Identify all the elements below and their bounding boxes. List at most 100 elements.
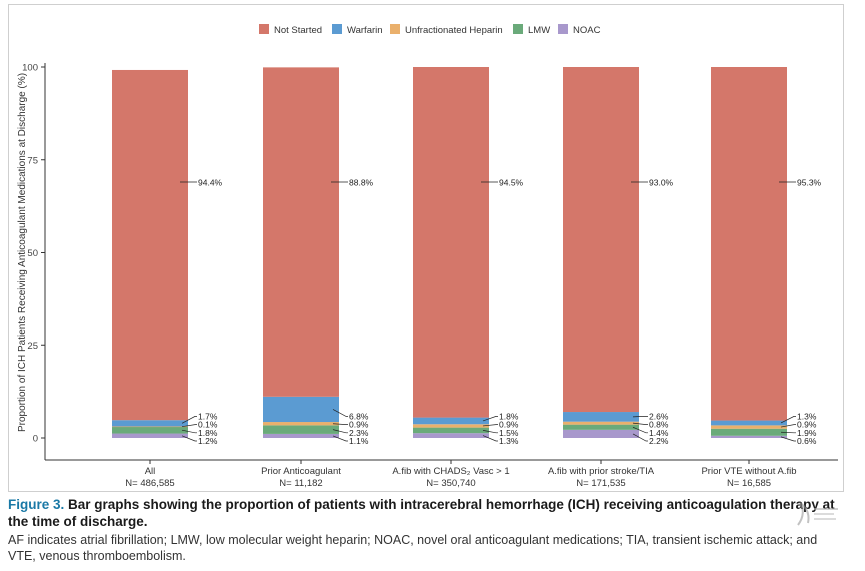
data-label: 1.4%	[649, 428, 669, 438]
data-label-leader	[332, 409, 348, 417]
bar-segment-unfractionated-heparin	[112, 426, 188, 428]
legend-swatch-not-started	[259, 24, 269, 34]
legend-label: LMW	[528, 25, 550, 36]
data-label: 2.3%	[349, 428, 369, 438]
data-label: 0.9%	[797, 420, 817, 430]
bar-segment-unfractionated-heparin	[711, 425, 787, 429]
y-tick-label: 100	[22, 63, 38, 74]
y-tick-label: 25	[27, 341, 38, 352]
bar-segment-lmw	[413, 427, 489, 434]
data-label-leader	[482, 430, 498, 434]
x-tick-n-label: N= 16,585	[727, 478, 771, 489]
bar-segment-noac	[563, 429, 639, 438]
data-label: 93.0%	[649, 178, 674, 188]
bar-segment-not-started	[563, 67, 639, 413]
bar-segment-noac	[263, 433, 339, 438]
data-label: 94.5%	[499, 178, 524, 188]
x-tick-label: A.fib with prior stroke/TIA	[548, 466, 655, 477]
data-label: 1.2%	[198, 436, 218, 446]
bar-segment-not-started	[413, 67, 489, 418]
data-label: 1.3%	[499, 436, 519, 446]
caption-figure-label: Figure 3.	[8, 497, 65, 512]
caption-title: Bar graphs showing the proportion of pat…	[8, 497, 835, 529]
data-label: 1.5%	[499, 428, 519, 438]
legend-label: Not Started	[274, 25, 322, 36]
bar-segment-warfarin	[112, 420, 188, 427]
x-tick-label: A.fib with CHADS₂ Vasc > 1	[392, 466, 509, 477]
bar-segment-noac	[112, 433, 188, 438]
data-label-leader	[181, 435, 197, 442]
data-label-leader	[332, 435, 348, 442]
data-label-leader	[780, 416, 796, 424]
data-label-leader	[332, 429, 348, 434]
y-tick-label: 75	[27, 155, 38, 166]
data-label-leader	[181, 416, 197, 424]
bar-segment-warfarin	[563, 412, 639, 422]
legend-swatch-noac	[558, 24, 568, 34]
data-label: 0.6%	[797, 436, 817, 446]
bar-segment-lmw	[112, 426, 188, 434]
legend-label: NOAC	[573, 25, 601, 36]
data-label-leader	[632, 422, 648, 425]
y-axis-label: Proportion of ICH Patients Receiving Ant…	[17, 73, 28, 432]
x-tick-label: All	[145, 466, 156, 477]
bar-segment-not-started	[711, 67, 787, 421]
data-label-leader	[181, 424, 197, 428]
legend-label: Unfractionated Heparin	[405, 25, 503, 36]
data-label-leader	[780, 424, 796, 428]
data-label-leader	[181, 429, 197, 434]
data-label: 0.9%	[499, 420, 519, 430]
caption-notes: AF indicates atrial fibrillation; LMW, l…	[8, 533, 818, 563]
x-tick-n-label: N= 350,740	[426, 478, 475, 489]
data-label-leader	[482, 416, 498, 422]
data-label: 88.8%	[349, 178, 374, 188]
data-label-leader	[482, 435, 498, 442]
bar-segment-not-started	[112, 69, 188, 421]
legend-swatch-warfarin	[332, 24, 342, 34]
x-tick-n-label: N= 11,182	[279, 478, 322, 489]
publisher-logo-watermark	[797, 502, 838, 526]
data-label: 2.6%	[649, 411, 669, 421]
bar-segment-noac	[711, 435, 787, 438]
data-label: 1.9%	[797, 428, 817, 438]
data-label: 95.3%	[797, 178, 822, 188]
bar-segment-noac	[413, 433, 489, 438]
data-label: 1.7%	[198, 411, 218, 421]
bar-segment-not-started	[263, 67, 339, 397]
data-label-leader	[332, 423, 348, 425]
legend-label: Warfarin	[347, 25, 383, 36]
bar-segment-lmw	[711, 428, 787, 436]
x-tick-label: Prior Anticoagulant	[261, 466, 341, 477]
data-label-leader	[632, 426, 648, 434]
legend-swatch-lmw	[513, 24, 523, 34]
bar-segment-warfarin	[263, 396, 339, 423]
bar-segment-lmw	[263, 425, 339, 434]
data-label: 94.4%	[198, 178, 223, 188]
data-label-leader	[482, 424, 498, 427]
figure-caption: Figure 3. Bar graphs showing the proport…	[8, 496, 848, 564]
y-tick-label: 50	[27, 248, 38, 259]
x-tick-n-label: N= 486,585	[125, 478, 174, 489]
data-label-leader	[780, 431, 796, 434]
bar-segment-warfarin	[711, 420, 787, 426]
bar-segment-warfarin	[413, 417, 489, 425]
bar-segment-unfractionated-heparin	[263, 422, 339, 426]
data-label-leader	[780, 436, 796, 442]
x-tick-label: Prior VTE without A.fib	[701, 466, 796, 477]
data-label: 6.8%	[349, 411, 369, 421]
caption-title-line: Figure 3. Bar graphs showing the proport…	[8, 496, 848, 530]
data-label: 0.9%	[349, 420, 369, 430]
bar-segment-unfractionated-heparin	[563, 421, 639, 425]
legend-swatch-unfractionated-heparin	[390, 24, 400, 34]
data-label: 1.1%	[349, 436, 369, 446]
data-label: 1.3%	[797, 411, 817, 421]
data-label: 2.2%	[649, 436, 669, 446]
y-tick-label: 0	[33, 434, 38, 445]
data-label-leader	[632, 433, 648, 442]
data-label: 1.8%	[499, 411, 519, 421]
x-tick-n-label: N= 171,535	[576, 478, 625, 489]
bar-segment-lmw	[563, 424, 639, 430]
bar-segment-unfractionated-heparin	[413, 424, 489, 428]
data-label: 1.8%	[198, 428, 218, 438]
